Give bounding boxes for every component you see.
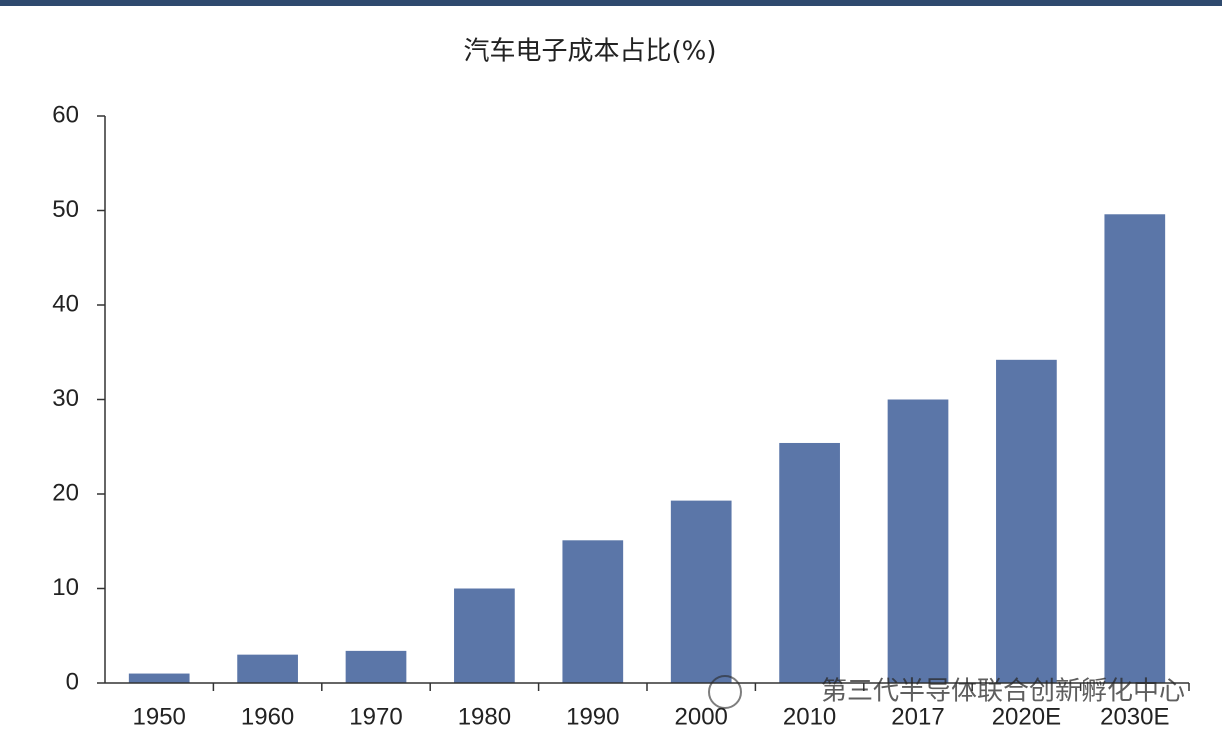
bar <box>887 399 949 683</box>
x-tick-label: 2020E <box>992 703 1061 730</box>
x-tick-label: 1990 <box>566 703 619 730</box>
bar <box>454 588 515 683</box>
chart-title: 汽车电子成本占比(%) <box>464 37 717 67</box>
y-tick-label: 30 <box>52 385 79 412</box>
x-tick-label: 1960 <box>241 703 294 730</box>
y-tick-label: 50 <box>52 196 79 223</box>
y-tick-label: 60 <box>52 101 79 128</box>
y-tick-label: 20 <box>52 479 79 506</box>
y-tick-label: 40 <box>52 290 79 317</box>
x-tick-label: 1970 <box>349 703 402 730</box>
x-tick-label: 1950 <box>133 703 186 730</box>
bar <box>128 673 190 683</box>
watermark: 第三代半导体联合创新孵化中心 <box>821 677 1185 707</box>
y-tick-label: 0 <box>66 668 79 695</box>
bar <box>237 654 298 683</box>
watermark-icon <box>708 675 742 709</box>
bar <box>996 359 1057 683</box>
x-tick-label: 2017 <box>891 703 944 730</box>
top-band <box>0 0 1222 6</box>
y-tick-label: 10 <box>52 574 79 601</box>
bar <box>562 540 624 683</box>
x-tick-label: 2010 <box>783 703 836 730</box>
bar <box>670 500 732 683</box>
x-tick-label: 1980 <box>458 703 511 730</box>
x-tick-label: 2030E <box>1100 703 1169 730</box>
bar <box>1104 214 1166 683</box>
bar <box>345 650 407 683</box>
bar <box>779 442 840 683</box>
